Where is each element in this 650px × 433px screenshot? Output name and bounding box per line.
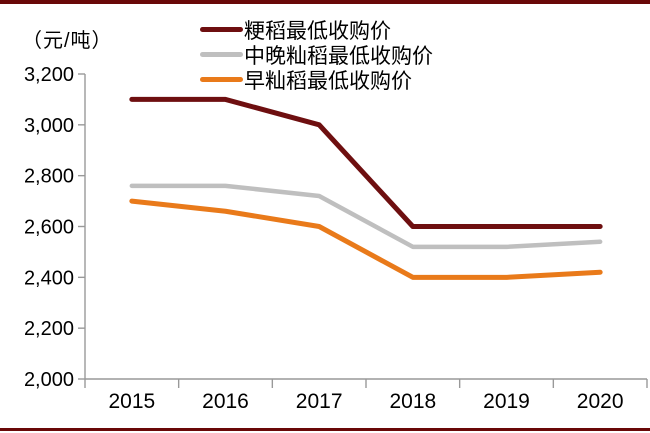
y-tick-label: 2,400 — [24, 267, 74, 289]
x-tick-label: 2019 — [483, 390, 530, 413]
x-tick-label: 2016 — [202, 390, 249, 413]
legend-label: 早籼稻最低收购价 — [244, 69, 412, 93]
y-tick-label: 2,000 — [24, 369, 74, 391]
y-tick-label: 3,200 — [24, 64, 74, 86]
legend-line-swatch — [200, 27, 243, 32]
legend: 粳稻最低收购价 中晚籼稻最低收购价 早籼稻最低收购价 — [200, 17, 433, 93]
y-tick-label: 2,600 — [24, 217, 74, 239]
x-tick-label: 2015 — [108, 390, 155, 413]
y-tick-label: 2,800 — [24, 166, 74, 188]
legend-item-midlate-indica: 中晚籼稻最低收购价 — [200, 42, 433, 68]
legend-item-japonica: 粳稻最低收购价 — [200, 17, 433, 43]
legend-line-swatch — [200, 52, 243, 57]
legend-line-swatch — [200, 77, 243, 82]
legend-label: 中晚籼稻最低收购价 — [244, 44, 433, 68]
x-tick-label: 2017 — [296, 390, 343, 413]
series-line-1 — [129, 183, 603, 250]
legend-label: 粳稻最低收购价 — [244, 19, 391, 43]
y-axis-unit-label: （元/吨） — [22, 30, 113, 52]
top-accent-border — [0, 0, 650, 4]
x-tick-label: 2020 — [577, 390, 624, 413]
bottom-accent-border — [0, 428, 650, 431]
x-tick-label: 2018 — [389, 390, 436, 413]
series-line-2 — [129, 198, 603, 280]
y-tick-label: 2,200 — [24, 318, 74, 340]
series-line-0 — [129, 96, 603, 229]
y-tick-label: 3,000 — [24, 115, 74, 137]
legend-item-early-indica: 早籼稻最低收购价 — [200, 67, 433, 93]
